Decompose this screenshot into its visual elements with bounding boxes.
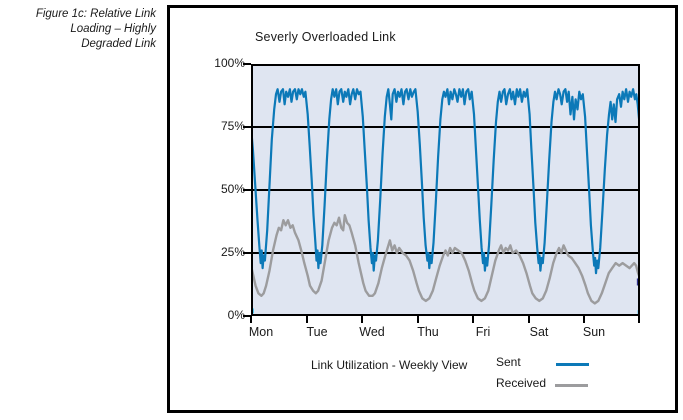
y-axis-tick [243,189,251,191]
figure-caption-line2: Loading – Highly [70,23,156,36]
y-axis-tick [243,315,251,317]
x-axis-tick [250,316,252,323]
y-axis-label-75: 75% [220,119,245,133]
y-axis-label-50: 50% [220,182,245,196]
y-axis-tick [243,252,251,254]
y-axis-tick [243,126,251,128]
chart-frame: Severly Overloaded Link 100% 75% 50% 25%… [167,5,678,413]
x-axis-label-sat: Sat [529,325,549,339]
x-axis-tick [417,316,419,323]
legend-label-received: Received [496,376,547,390]
x-axis-label-mon: Mon [248,325,274,339]
x-axis-label-fri: Fri [475,325,491,339]
x-axis-tick [583,316,585,323]
y-axis-label-25: 25% [220,245,245,259]
x-axis-label-tue: Tue [306,325,328,339]
x-axis-tick [638,316,640,323]
utilization-plot [251,64,640,316]
legend-swatch-received [555,384,588,387]
figure-caption-line3: Degraded Link [81,38,156,51]
figure-caption-line1: Figure 1c: Relative Link [35,8,156,20]
legend-label-sent: Sent [496,355,521,369]
chart-title: Severly Overloaded Link [255,30,396,44]
legend-caption: Link Utilization - Weekly View [311,358,468,372]
x-axis-tick [528,316,530,323]
x-axis-tick [361,316,363,323]
x-axis-tick [472,316,474,323]
x-axis-label-wed: Wed [359,325,385,339]
y-axis-label-100: 100% [214,56,245,70]
y-axis-label-0: 0% [227,308,245,322]
x-axis-label-thu: Thu [417,325,439,339]
legend-swatch-sent [556,363,589,366]
utilization-plot-svg [251,64,640,316]
y-axis-tick [243,63,251,65]
x-axis-label-sun: Sun [582,325,606,339]
figure-caption: Figure 1c: Relative Link Loading – Highl… [4,7,156,53]
x-axis-tick [306,316,308,323]
